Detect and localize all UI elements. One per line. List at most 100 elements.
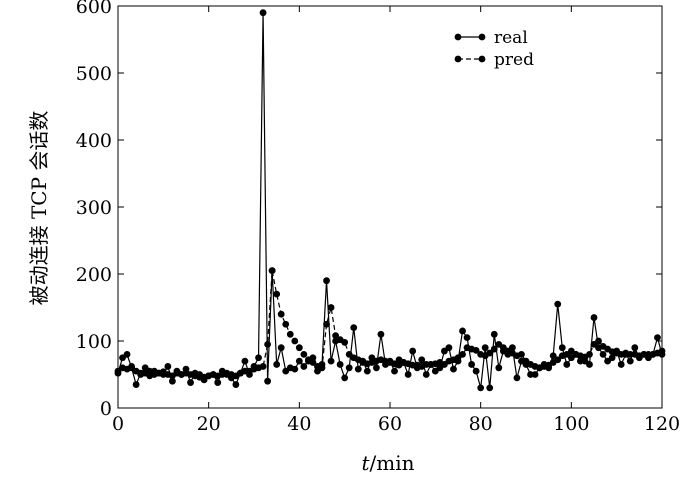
data-point-pred — [300, 351, 308, 358]
data-point-real — [309, 354, 317, 362]
data-point-real — [472, 367, 480, 375]
data-point-real — [250, 363, 258, 370]
y-tick-label: 500 — [76, 63, 112, 85]
data-point-pred — [554, 356, 562, 364]
data-point-real — [545, 364, 553, 372]
data-point-real — [468, 361, 475, 368]
data-point-pred — [273, 290, 281, 298]
x-tick-label: 40 — [287, 413, 311, 435]
data-point-real — [332, 337, 339, 345]
data-point-real — [427, 361, 435, 368]
data-point-real — [459, 327, 466, 335]
y-tick-label: 100 — [76, 331, 112, 353]
data-point-pred — [341, 338, 349, 346]
data-point-real — [608, 354, 616, 362]
data-point-real — [146, 372, 154, 380]
data-point-pred — [595, 337, 602, 345]
x-tick-label: 0 — [112, 413, 124, 435]
data-point-real — [481, 344, 489, 352]
legend-marker-pred — [454, 55, 462, 63]
plot-frame — [117, 5, 663, 409]
data-point-real — [549, 352, 557, 360]
data-point-real — [191, 369, 199, 377]
data-point-real — [617, 361, 625, 368]
y-tick-label: 0 — [100, 398, 112, 420]
legend-label-real: real — [494, 28, 528, 48]
data-point-real — [237, 369, 244, 377]
data-point-real — [386, 357, 394, 365]
data-point-real — [391, 367, 398, 375]
data-point-real — [368, 354, 376, 362]
data-point-real — [413, 364, 421, 372]
y-tick-label: 200 — [76, 264, 112, 286]
data-point-pred — [277, 310, 285, 318]
data-point-real — [268, 267, 276, 275]
data-point-real — [649, 351, 657, 358]
data-point-real — [209, 371, 217, 378]
axes-layer: 0 20 40 60 80 100 120 0 100 200 300 400 500 600 — [76, 0, 680, 435]
data-point-real — [169, 377, 176, 385]
data-point-real — [509, 344, 516, 352]
data-point-pred — [282, 320, 290, 328]
data-point-real — [164, 363, 172, 370]
data-point-real — [359, 357, 367, 365]
plot-layer — [114, 9, 666, 392]
data-point-pred — [327, 304, 335, 311]
data-point-pred — [286, 330, 294, 338]
data-point-real — [241, 357, 249, 365]
data-point-real — [128, 364, 136, 372]
data-point-real — [418, 356, 426, 364]
data-point-pred — [518, 351, 525, 358]
data-point-pred — [486, 349, 494, 357]
data-point-real — [277, 344, 285, 352]
data-point-real — [295, 357, 303, 365]
x-axis-title: t/min — [361, 451, 414, 475]
data-point-real — [354, 365, 362, 373]
data-point-pred — [295, 344, 303, 352]
x-tick-label: 60 — [378, 413, 402, 435]
data-point-real — [187, 379, 194, 386]
y-axis-title: 被动连接 TCP 会话数 — [27, 111, 51, 306]
data-point-real — [531, 371, 539, 378]
data-point-real — [318, 361, 326, 368]
data-point-real — [141, 364, 149, 372]
data-point-real — [227, 374, 235, 382]
data-point-real — [422, 371, 430, 378]
data-point-real — [200, 376, 208, 384]
x-axis-title-italic: t — [361, 451, 370, 475]
data-point-real — [404, 371, 412, 378]
data-point-real — [626, 357, 634, 365]
legend-marker-pred — [478, 55, 486, 63]
data-point-real — [214, 379, 222, 386]
legend-marker-real — [454, 33, 462, 41]
data-point-real — [590, 314, 598, 321]
data-point-real — [477, 384, 485, 392]
data-point-real — [327, 357, 335, 365]
x-tick-label: 120 — [644, 413, 680, 435]
data-point-real — [554, 300, 562, 308]
data-point-real — [373, 364, 380, 372]
data-point-real — [246, 371, 253, 378]
data-point-real — [400, 359, 407, 366]
y-tick-label: 300 — [76, 197, 112, 219]
data-point-real — [522, 361, 530, 368]
data-point-real — [486, 384, 494, 392]
data-point-real — [264, 377, 271, 385]
data-point-real — [445, 344, 453, 352]
data-point-real — [622, 351, 630, 358]
x-tick-label: 100 — [553, 413, 589, 435]
data-point-real — [495, 364, 503, 372]
data-point-real — [159, 371, 167, 378]
data-point-real — [586, 361, 593, 368]
data-point-real — [341, 374, 349, 382]
data-point-real — [300, 363, 308, 370]
y-tick-label: 400 — [76, 130, 112, 152]
data-point-real — [363, 367, 371, 375]
data-point-pred — [459, 351, 466, 358]
data-point-real — [599, 351, 607, 358]
legend-marker-real — [478, 33, 486, 41]
data-point-real — [273, 361, 281, 368]
x-tick-label: 20 — [197, 413, 221, 435]
